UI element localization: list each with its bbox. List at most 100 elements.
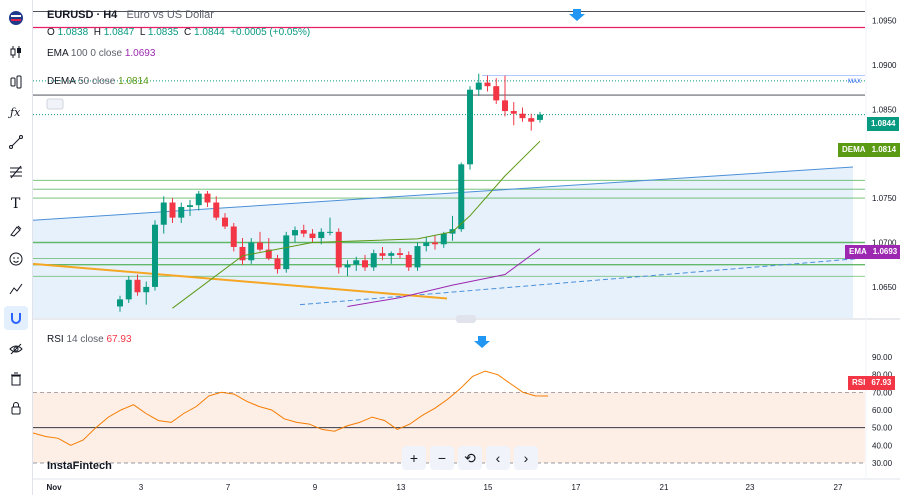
- candle-body: [388, 253, 395, 256]
- candle-body: [370, 253, 377, 268]
- reset-chart-button[interactable]: ⟲: [458, 446, 482, 470]
- rsi-params: 14 close: [66, 334, 104, 345]
- candle-body: [274, 258, 281, 270]
- candle-body: [300, 230, 307, 234]
- rsi-axis-tick: 90.00: [872, 353, 893, 362]
- candle-body: [528, 118, 535, 122]
- ema-100-line: [347, 248, 541, 307]
- open-value: 1.0838: [57, 27, 89, 38]
- candle-body: [510, 111, 517, 114]
- candle-body: [222, 217, 228, 227]
- candle-body: [248, 242, 255, 261]
- candle-body: [362, 260, 368, 268]
- rsi-axis-tick: 30.00: [872, 459, 893, 468]
- low-value: 1.0835: [147, 27, 179, 38]
- lock-icon[interactable]: [4, 396, 28, 420]
- time-axis-tick: 7: [226, 483, 231, 492]
- candle-body: [432, 242, 438, 245]
- ema-name: EMA: [47, 48, 69, 59]
- high-label: H: [93, 27, 101, 38]
- time-axis-tick: 15: [484, 483, 493, 492]
- symbol-legend: EURUSD · H4 Euro vs US Dollar: [47, 9, 214, 21]
- candle-body: [283, 235, 290, 270]
- high-value: 1.0847: [103, 27, 135, 38]
- fib-icon[interactable]: [4, 160, 28, 184]
- svg-text:ƒx: ƒx: [8, 106, 21, 119]
- time-axis-tick: 27: [834, 483, 843, 492]
- time-axis-tick: 17: [572, 483, 581, 492]
- symbol-title: EURUSD · H4: [47, 9, 118, 21]
- candle-body: [423, 242, 430, 247]
- candle-body: [335, 231, 342, 268]
- candle-body: [318, 231, 325, 239]
- rsi-axis-tick: 40.00: [872, 441, 893, 450]
- candle-body: [257, 242, 263, 250]
- price-axis-tick: 1.0850: [872, 105, 897, 114]
- ema-tag-label: EMA: [849, 247, 867, 256]
- flag-icon[interactable]: [4, 6, 28, 30]
- ema-legend[interactable]: EMA 100 0 close 1.0693: [47, 48, 155, 59]
- dema-name: DEMA: [47, 76, 76, 87]
- candle-body: [134, 279, 141, 293]
- candle-body: [143, 286, 150, 293]
- candle-body: [405, 254, 412, 268]
- dema-legend[interactable]: DEMA 50 close 1.0814: [47, 76, 149, 87]
- time-axis-tick: 3: [139, 483, 144, 492]
- candle-body: [379, 253, 386, 256]
- dema-value: 1.0814: [118, 76, 149, 87]
- trash-icon[interactable]: [4, 367, 28, 391]
- rsi-axis-tick: 70.00: [872, 388, 893, 397]
- magnet-icon[interactable]: [4, 306, 28, 330]
- svg-text:T: T: [11, 196, 21, 210]
- candles-icon[interactable]: [4, 40, 28, 64]
- trend-icon[interactable]: [4, 130, 28, 154]
- last-price-tag: 1.0844: [867, 117, 900, 131]
- collapse-pane-button: [46, 98, 64, 110]
- scroll-left-button[interactable]: ‹: [486, 446, 510, 470]
- text-icon[interactable]: T: [4, 190, 28, 214]
- eye-icon[interactable]: [4, 337, 28, 361]
- rsi-name: RSI: [47, 334, 64, 345]
- price-axis-tick: 1.0700: [872, 238, 897, 247]
- zoom-out-button[interactable]: −: [430, 446, 454, 470]
- symbol-description: Euro vs US Dollar: [126, 9, 214, 21]
- candle-body: [537, 114, 543, 120]
- price-axis-tick: 1.0750: [872, 194, 897, 203]
- candle-body: [125, 279, 132, 300]
- low-label: L: [139, 27, 146, 38]
- rsi-legend[interactable]: RSI 14 close 67.93: [47, 334, 132, 345]
- scroll-right-button[interactable]: ›: [514, 446, 538, 470]
- orange-trendline: [33, 262, 448, 300]
- candle-body: [440, 233, 447, 245]
- ema-params: 100 0 close: [70, 48, 123, 59]
- emoji-icon[interactable]: [4, 247, 28, 271]
- brush-icon[interactable]: [4, 218, 28, 242]
- rsi-axis-tick: 50.00: [872, 424, 893, 433]
- bars-icon[interactable]: [4, 70, 28, 94]
- ohlc-legend: O 1.0838 H 1.0847 L 1.0835 C 1.0844 +0.0…: [47, 27, 310, 38]
- candle-body: [230, 226, 237, 247]
- candle-body: [493, 86, 500, 101]
- fx-icon[interactable]: ƒx: [4, 100, 28, 124]
- pane-resize-handle: [456, 315, 476, 323]
- candle-body: [475, 82, 482, 90]
- dema-params: 50 close: [78, 76, 116, 87]
- time-axis-tick: 21: [660, 483, 669, 492]
- dema-price-tag: DEMA 1.0814: [838, 143, 900, 157]
- candle-body: [187, 205, 193, 207]
- measure-icon[interactable]: [4, 277, 28, 301]
- rsi-value: 67.93: [106, 334, 132, 345]
- close-value: 1.0844: [194, 27, 225, 38]
- price-axis-tick: 1.0650: [872, 283, 897, 292]
- rsi-axis-tick: 60.00: [872, 406, 893, 415]
- zoom-in-button[interactable]: +: [402, 446, 426, 470]
- ema-value: 1.0693: [124, 48, 156, 59]
- rsi-axis-tick: 80.00: [872, 371, 893, 380]
- drawing-toolbar: ƒx T: [0, 0, 33, 495]
- time-axis-tick: 9: [313, 483, 318, 492]
- ema-price-tag: EMA 1.0693: [845, 245, 900, 259]
- candle-body: [467, 89, 473, 165]
- chart-canvas[interactable]: 1.09501.09001.08501.08001.07501.07001.06…: [33, 0, 900, 495]
- candle-body: [204, 193, 211, 203]
- candle-body: [519, 113, 526, 119]
